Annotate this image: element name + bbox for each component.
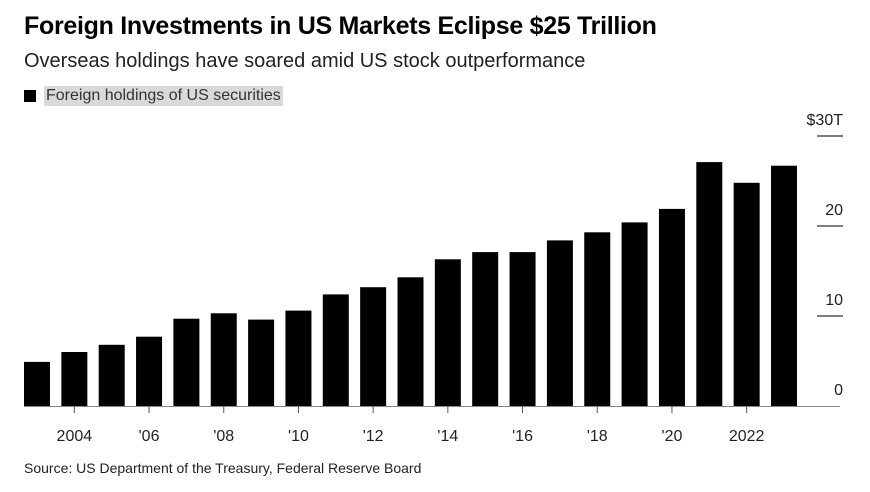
x-tick-label: '18 — [587, 428, 608, 445]
bar-2016 — [509, 252, 536, 406]
y-tick-label: $30T — [807, 112, 844, 129]
bar-2020 — [658, 208, 685, 406]
bar-2007 — [173, 318, 200, 406]
bar-2006 — [136, 336, 163, 406]
legend: Foreign holdings of US securities — [24, 86, 283, 106]
bar-2017 — [546, 240, 573, 406]
x-tick-label: '10 — [288, 428, 309, 445]
bar-2003 — [24, 361, 50, 406]
chart-subtitle: Overseas holdings have soared amid US st… — [24, 50, 586, 72]
chart-title: Foreign Investments in US Markets Eclips… — [24, 12, 657, 40]
bar-2019 — [621, 222, 648, 406]
legend-label: Foreign holdings of US securities — [44, 86, 283, 106]
bar-2010 — [285, 310, 312, 406]
source-note: Source: US Department of the Treasury, F… — [24, 460, 422, 476]
x-tick-label: '16 — [512, 428, 533, 445]
x-tick-label: '12 — [363, 428, 384, 445]
x-tick-label: 2004 — [57, 428, 93, 445]
y-tick-label: 10 — [825, 292, 843, 309]
x-tick-label: '08 — [213, 428, 234, 445]
x-tick-label: '06 — [139, 428, 160, 445]
bar-2008 — [210, 313, 237, 406]
bar-2014 — [434, 259, 461, 406]
x-tick-label: '20 — [662, 428, 683, 445]
bar-2004 — [61, 352, 88, 406]
bar-2022 — [733, 182, 760, 406]
bar-2005 — [98, 344, 125, 406]
bar-2018 — [584, 232, 611, 406]
x-tick-label: '14 — [437, 428, 458, 445]
y-tick-label: 20 — [825, 202, 843, 219]
x-tick-label: 2022 — [729, 428, 765, 445]
y-tick-label: 0 — [834, 382, 843, 399]
bar-2021 — [696, 162, 723, 406]
bar-2015 — [472, 252, 499, 406]
bar-2012 — [360, 287, 387, 406]
legend-swatch — [24, 90, 36, 102]
bar-2011 — [322, 294, 349, 406]
bar-2009 — [248, 319, 275, 406]
bar-2013 — [397, 277, 424, 406]
bar-2023 — [771, 165, 797, 406]
